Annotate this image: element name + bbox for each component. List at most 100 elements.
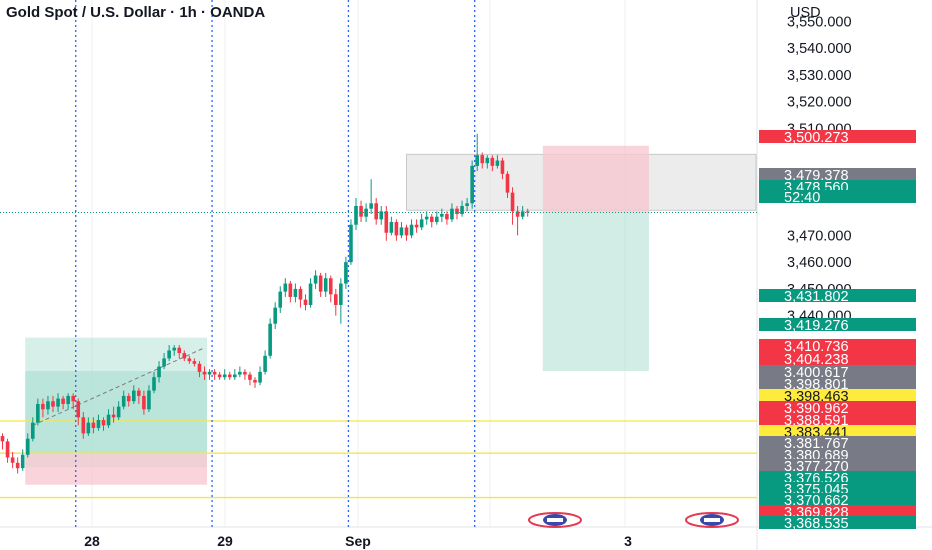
candle-4 [20, 449, 25, 471]
candle-41 [207, 369, 212, 380]
candle-100 [505, 171, 510, 198]
candle-9 [46, 395, 50, 415]
candle-55 [278, 286, 283, 313]
chart-title: Gold Spot / U.S. Dollar · 1h · OANDA [6, 4, 265, 21]
candle-69 [349, 219, 353, 265]
flag-logo-icon-1 [685, 512, 739, 528]
candle-18 [91, 417, 96, 434]
candle-35 [177, 345, 182, 359]
candle-94 [475, 133, 479, 172]
candle-77 [389, 216, 394, 236]
svg-text:52:40: 52:40 [784, 190, 820, 206]
candle-32 [162, 353, 166, 370]
price-label-21: 3,368.535 [759, 516, 916, 532]
y-tick-1: 3,540.000 [787, 41, 852, 57]
candle-99 [500, 157, 505, 180]
candle-80 [404, 224, 409, 241]
candle-53 [268, 318, 272, 359]
y-tick-7: 3,460.000 [787, 255, 852, 271]
candle-17 [86, 417, 91, 437]
candle-84 [424, 211, 429, 225]
price-label-7: 3,404.238 [759, 352, 916, 368]
candle-25 [126, 393, 131, 407]
candle-66 [334, 288, 338, 316]
short-stop-zone [542, 145, 649, 213]
candle-76 [384, 205, 389, 241]
candle-14 [71, 393, 75, 410]
candle-20 [101, 417, 106, 431]
candle-92 [465, 197, 469, 212]
candle-13 [66, 393, 70, 410]
candle-56 [283, 278, 288, 297]
candle-42 [212, 369, 217, 380]
candle-37 [187, 355, 192, 364]
candle-82 [414, 219, 419, 233]
candle-75 [379, 205, 384, 225]
y-tick-6: 3,470.000 [787, 228, 852, 244]
y-tick-2: 3,530.000 [787, 68, 852, 84]
x-tick-0: 28 [84, 533, 100, 549]
svg-text:3,368.535: 3,368.535 [784, 516, 849, 532]
candle-60 [303, 294, 308, 311]
candle-23 [116, 401, 121, 420]
candle-11 [56, 393, 60, 412]
candle-71 [359, 200, 363, 223]
candle-79 [399, 222, 404, 239]
candle-19 [96, 414, 101, 431]
candle-57 [288, 280, 293, 303]
candle-58 [293, 283, 298, 303]
candle-31 [157, 361, 161, 383]
candle-5 [25, 433, 30, 458]
candle-40 [202, 366, 207, 380]
candle-52 [263, 350, 267, 375]
candle-45 [227, 371, 232, 380]
candle-86 [435, 211, 439, 225]
candle-3 [15, 457, 20, 474]
price-label-6: 3,410.736 [759, 339, 916, 355]
candle-22 [111, 406, 116, 423]
long-target-zone [25, 371, 208, 454]
candle-64 [323, 272, 328, 297]
candle-28 [142, 390, 146, 415]
x-tick-1: 29 [217, 533, 233, 549]
x-tick-2: Sep [345, 533, 371, 549]
candle-43 [217, 371, 222, 380]
candle-96 [485, 155, 490, 169]
candle-102 [515, 205, 520, 236]
candle-30 [152, 371, 156, 394]
svg-text:3,431.802: 3,431.802 [784, 289, 849, 305]
candle-98 [495, 155, 500, 169]
currency-label: USD [790, 5, 821, 21]
candle-93 [470, 160, 474, 209]
candle-21 [106, 409, 111, 429]
candle-51 [258, 366, 262, 386]
candle-15 [76, 398, 81, 426]
trend-line [32, 347, 205, 426]
candle-97 [490, 155, 495, 172]
candle-83 [419, 214, 424, 231]
svg-text:3,410.736: 3,410.736 [784, 339, 849, 355]
candle-89 [450, 203, 454, 223]
price-label-5: 3,419.276 [759, 318, 916, 334]
candle-26 [132, 385, 136, 404]
price-label-0: 3,500.273 [759, 130, 916, 146]
long-stop-zone [25, 453, 208, 485]
short-target-zone [542, 212, 649, 372]
candle-36 [182, 350, 187, 362]
y-tick-3: 3,520.000 [787, 95, 852, 111]
candle-27 [137, 387, 141, 404]
candle-33 [167, 345, 171, 362]
candle-78 [394, 219, 399, 241]
candle-68 [344, 256, 348, 289]
candle-6 [31, 417, 35, 442]
price-label-3: 52:40 [759, 190, 916, 206]
candle-63 [318, 272, 323, 297]
candle-29 [147, 385, 151, 412]
candle-88 [445, 211, 449, 225]
candle-47 [238, 366, 242, 378]
candle-38 [192, 358, 197, 367]
candle-12 [61, 395, 65, 410]
candle-44 [222, 369, 227, 380]
candle-74 [374, 197, 378, 225]
